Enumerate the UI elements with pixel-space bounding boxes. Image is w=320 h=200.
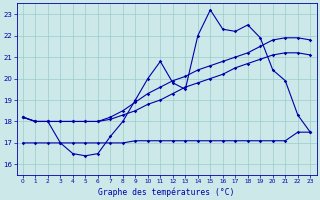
X-axis label: Graphe des températures (°C): Graphe des températures (°C)	[98, 187, 235, 197]
